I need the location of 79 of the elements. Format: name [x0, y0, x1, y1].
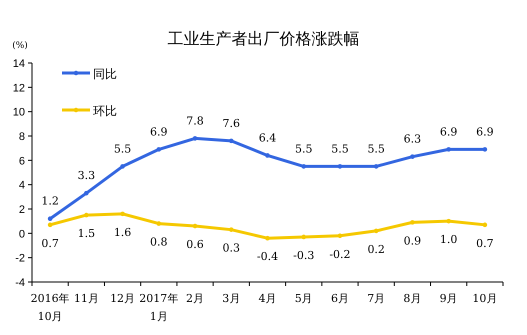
chart-title: 工业生产者出厂价格涨跌幅 [168, 29, 360, 48]
data-label: 0.3 [222, 242, 240, 255]
data-label: -0.4 [256, 250, 278, 264]
y-tick-label: -2 [15, 252, 25, 265]
y-tick-label: 10 [12, 106, 25, 119]
point [446, 218, 451, 224]
data-label: 0.6 [186, 238, 204, 252]
data-label: 7.6 [222, 116, 240, 130]
data-label: 5.5 [367, 142, 385, 156]
data-label: 6.9 [476, 125, 494, 138]
y-axis-title: (%) [12, 41, 28, 51]
data-label: -0.2 [329, 248, 351, 261]
data-label: 6.9 [150, 125, 168, 138]
data-label: 1.6 [114, 226, 132, 239]
x-tick-label: 2017年 1月 [139, 292, 178, 323]
data-label: 1.0 [440, 233, 458, 246]
data-label: 6.3 [404, 132, 422, 146]
data-label: 6.9 [440, 125, 458, 138]
point [265, 153, 270, 158]
point [446, 147, 451, 152]
point [156, 221, 162, 226]
x-tick-label: 6月 [330, 292, 349, 305]
data-label: 1.5 [78, 227, 96, 240]
data-label: 0.9 [404, 234, 422, 248]
point [301, 234, 306, 240]
data-label: 5.5 [294, 142, 312, 156]
x-tick-label: 11月 [74, 292, 99, 305]
x-tick-label: 4月 [258, 292, 276, 305]
point [120, 164, 125, 169]
x-tick-label: 8月 [403, 292, 422, 305]
point [265, 236, 270, 240]
point [482, 147, 488, 152]
point [228, 227, 234, 232]
point [338, 164, 342, 169]
point [374, 164, 378, 169]
x-tick-label: 2016年 10月 [30, 292, 70, 323]
x-tick-label: 10月 [472, 292, 498, 305]
x-tick-label: 9月 [440, 292, 458, 305]
y-tick-label: 8 [18, 131, 25, 143]
data-label: 5.5 [331, 142, 349, 156]
point [410, 154, 415, 159]
point [410, 220, 415, 225]
y-tick-label: 14 [12, 58, 25, 70]
y-tick-label: 0 [18, 228, 25, 240]
x-tick-label: 12月 [110, 292, 136, 305]
legend-label: 环比 [93, 104, 117, 118]
data-label: 6.4 [258, 131, 276, 144]
data-label: 0.7 [41, 236, 59, 250]
y-tick-label: -4 [15, 277, 25, 289]
y-tick-label: 12 [12, 82, 25, 94]
point [48, 216, 52, 222]
point [84, 190, 89, 196]
data-label: 5.5 [114, 142, 132, 156]
point [338, 233, 342, 238]
x-tick-label: 5月 [294, 292, 313, 305]
data-label: 0.2 [367, 242, 385, 256]
point [374, 228, 378, 234]
x-tick-label: 2月 [186, 292, 204, 305]
y-tick-label: 6 [18, 155, 25, 168]
point [120, 212, 125, 216]
x-tick-label: 7月 [367, 292, 386, 305]
x-tick-label: 3月 [222, 292, 240, 305]
point [84, 212, 89, 218]
point [301, 164, 306, 169]
data-label: 0.7 [476, 236, 494, 250]
data-label: 3.3 [78, 169, 96, 182]
point [192, 224, 198, 228]
point [156, 147, 162, 152]
data-label: -0.3 [293, 248, 314, 262]
data-label: 7.8 [186, 114, 204, 128]
y-tick-label: 4 [18, 180, 25, 192]
data-label: 1.2 [41, 194, 59, 208]
point [192, 136, 198, 141]
point [482, 222, 488, 228]
y-tick-label: 2 [18, 204, 25, 216]
data-label: 0.8 [150, 236, 168, 249]
point [48, 222, 52, 228]
legend-label: 同比 [93, 67, 117, 81]
point [228, 138, 234, 144]
